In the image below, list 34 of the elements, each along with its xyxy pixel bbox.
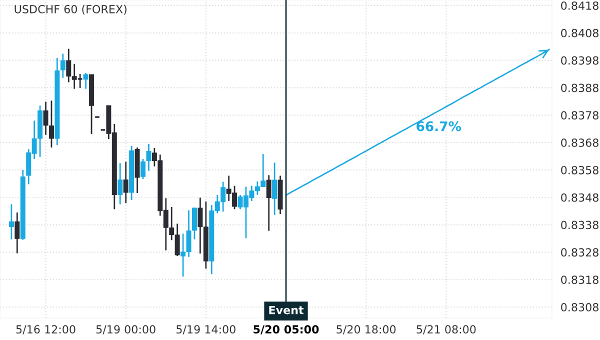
y-tick-label: 0.8348: [561, 193, 598, 202]
y-tick-label: 0.8398: [561, 56, 598, 65]
candlestick: [123, 161, 128, 204]
y-tick-label: 0.8408: [561, 28, 598, 38]
y-tick-label: 0.8308: [561, 303, 598, 312]
candlestick: [14, 212, 20, 254]
candlestick: [8, 204, 14, 240]
candlestick: [43, 101, 48, 136]
candlestick: [272, 162, 278, 216]
y-tick-label: 0.8358: [561, 166, 598, 174]
x-tick-label: 5/16 12:00: [16, 325, 76, 334]
candlestick: [266, 174, 272, 232]
y-tick-label: 0.8328: [561, 248, 598, 257]
x-tick-label: 5/20 18:00: [336, 325, 396, 334]
y-tick-label: 0.8378: [561, 111, 598, 120]
x-tick-label: 5/19 14:00: [176, 325, 236, 334]
candlestick: [140, 158, 146, 180]
x-tick-label: 5/21 08:00: [416, 325, 476, 334]
x-tick-label: 5/20 05:00: [254, 325, 319, 334]
candlestick: [60, 53, 66, 79]
y-tick-label: 0.8318: [561, 276, 598, 284]
candlestick: [48, 100, 54, 148]
y-tick-label: 0.8368: [561, 138, 598, 147]
candlestick: [83, 72, 88, 90]
candlestick: [192, 206, 197, 240]
chart-title: USDCHF 60 (FOREX): [14, 4, 126, 15]
y-tick-label: 0.8388: [561, 84, 598, 92]
candlestick: [118, 162, 123, 205]
annotation: 66.7%: [416, 121, 462, 132]
y-tick-label: 0.8338: [561, 220, 598, 230]
candlestick: [146, 143, 152, 172]
ref-line-label: Event: [269, 306, 304, 314]
x-tick-label: 5/19 00:00: [96, 325, 156, 334]
y-tick-label: 0.8418: [561, 1, 598, 10]
